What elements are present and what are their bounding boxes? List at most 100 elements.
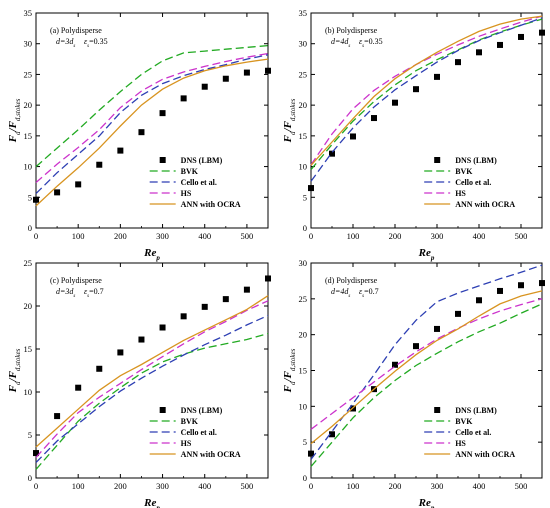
dns-data-point [371,115,377,122]
x-tick-label: 400 [473,231,486,241]
dns-data-point [117,147,124,154]
dns-data-point [350,133,356,140]
x-axis-label: Rep [143,497,160,508]
legend-label: ANN with OCRA [181,200,241,209]
x-tick-label: 0 [34,481,38,491]
x-tick-label: 100 [72,481,85,491]
y-tick-label: 5 [303,192,307,202]
x-tick-label: 200 [389,231,402,241]
y-tick-label: 10 [299,162,308,172]
dns-data-point [476,297,482,304]
y-tick-label: 15 [299,131,308,141]
dns-data-point [138,129,145,136]
legend-label: DNS (LBM) [181,406,223,415]
dns-data-point [159,324,166,331]
x-tick-label: 100 [72,231,85,241]
legend-label: ANN with OCRA [181,450,241,459]
legend-label: Cello et al. [181,428,217,437]
x-tick-label: 300 [431,231,444,241]
chart-panel-c: 0 100 200 300 400 500 0 5 10 15 20 25 Rep Fd/Fd,stoke… [7,258,271,508]
y-tick-label: 15 [24,131,33,141]
y-tick-label: 10 [299,401,308,411]
series-line-bvk [35,44,269,168]
legend-label: ANN with OCRA [455,450,515,459]
y-tick-label: 0 [303,473,307,483]
series-line-hs [310,15,543,166]
dns-data-point [201,83,208,90]
y-tick-label: 25 [24,258,33,268]
chart-panel-a: 0 100 200 300 400 500 0 5 10 15 20 25 30 35 Rep Fd/Fd,s… [7,8,271,262]
y-tick-label: 5 [303,437,307,447]
series-line-ann-with-ocra [310,15,543,166]
legend-label: BVK [181,417,199,426]
x-tick-label: 100 [347,481,360,491]
x-tick-label: 0 [309,481,313,491]
dns-data-point [75,384,82,391]
dns-data-point [497,41,503,48]
x-tick-label: 0 [309,231,313,241]
panel-param-d: d=3ds [56,287,75,299]
dns-data-point [117,349,124,356]
y-tick-label: 5 [28,430,32,440]
dns-data-point [54,189,61,196]
dns-data-point [455,59,461,66]
legend-label: DNS (LBM) [181,156,223,165]
y-tick-label: 25 [299,294,308,304]
legend-label: Cello et al. [181,178,217,187]
x-tick-label: 500 [241,231,254,241]
series-line-cello-et-al- [310,264,543,460]
dns-data-point [392,361,398,368]
legend-label: BVK [455,417,473,426]
y-tick-label: 10 [24,162,33,172]
x-axis-label: Rep [143,247,160,262]
x-tick-label: 200 [389,481,402,491]
x-tick-label: 200 [114,231,127,241]
dns-data-point [222,296,229,303]
series-line-cello-et-al- [310,17,543,182]
y-axis-label: Fd/Fd,stokes [7,98,22,143]
dns-data-point [33,196,39,203]
y-tick-label: 20 [24,100,33,110]
series-line-bvk [310,18,543,171]
x-tick-label: 200 [114,481,127,491]
dns-data-point [96,365,103,372]
dns-data-point [243,286,250,293]
dns-data-point [413,86,419,93]
dns-data-point [33,450,39,457]
y-tick-label: 10 [24,387,33,397]
legend-label: DNS (LBM) [455,406,497,415]
dns-data-point [434,73,440,80]
y-tick-label: 25 [24,69,33,79]
y-tick-label: 35 [24,8,33,18]
dns-data-point [308,185,314,192]
dns-data-point [518,33,524,40]
panel-param-eps: εs=0.35 [359,37,383,49]
y-tick-label: 15 [24,344,33,354]
dns-data-point [243,69,250,76]
x-tick-label: 500 [515,231,528,241]
chart-panel-b: 0 100 200 300 400 500 0 5 10 15 20 25 30 35 Rep Fd/Fd,s… [282,8,545,262]
x-tick-label: 100 [347,231,360,241]
dns-data-point [455,310,461,317]
series-line-hs [35,300,269,458]
dns-data-point [159,110,166,117]
dns-data-point [434,325,440,332]
series-line-hs [310,298,543,430]
dns-data-point [222,75,229,82]
panel-label: (b) Polydisperse [325,26,378,35]
series-line-hs [35,52,269,183]
dns-data-point [265,275,271,282]
panel-param-eps: εs=0.7 [359,287,379,299]
x-tick-label: 500 [515,481,528,491]
y-tick-label: 5 [28,192,32,202]
dns-data-point [539,29,545,36]
dns-data-point [329,150,335,157]
dns-data-point [54,413,61,420]
dns-data-point [308,450,314,457]
y-tick-label: 30 [299,258,308,268]
series-line-ann-with-ocra [35,58,269,207]
x-tick-label: 500 [241,481,254,491]
y-axis-label: Fd/Fd,stokes [282,98,297,143]
y-tick-label: 30 [24,39,33,49]
y-axis-label: Fd/Fd,stokes [7,348,22,393]
